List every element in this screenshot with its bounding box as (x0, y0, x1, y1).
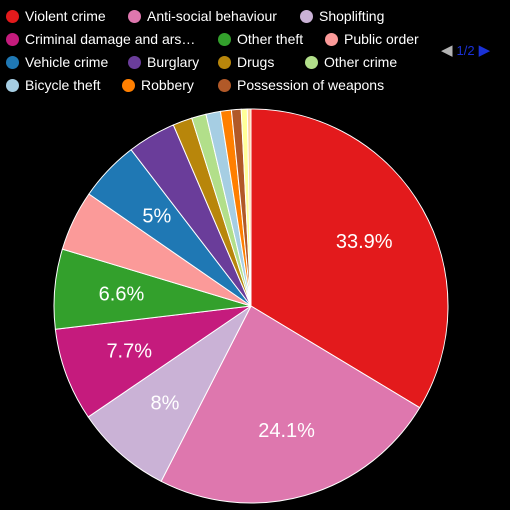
legend-swatch (6, 78, 19, 92)
legend-label: Violent crime (25, 8, 106, 24)
legend-label: Possession of weapons (237, 77, 385, 93)
chart-legend: Violent crime Anti-social behaviour Shopli… (0, 0, 510, 100)
legend-label: Bicycle theft (25, 77, 101, 93)
legend-label: Vehicle crime (25, 54, 109, 70)
legend-swatch (325, 32, 338, 46)
slice-data-label: 5% (142, 205, 171, 227)
legend-swatch (218, 78, 231, 92)
legend-swatch (218, 55, 231, 69)
legend-label: Robbery (141, 77, 194, 93)
legend-item[interactable]: Violent crime (6, 8, 106, 24)
legend-label: Shoplifting (319, 8, 385, 24)
legend-item[interactable]: Drugs (218, 54, 274, 70)
legend-item[interactable]: Criminal damage and ars… (6, 31, 195, 47)
legend-swatch (128, 55, 141, 69)
legend-pager: ◀ 1/2 ▶ (441, 41, 490, 59)
legend-item[interactable]: Burglary (128, 54, 199, 70)
legend-swatch (6, 32, 19, 46)
legend-label: Other crime (324, 54, 398, 70)
legend-label: Drugs (237, 54, 275, 70)
legend-item[interactable]: Bicycle theft (6, 77, 100, 93)
legend-swatch (300, 9, 313, 23)
legend-label: Other theft (237, 31, 304, 47)
slice-data-label: 6.6% (99, 284, 145, 306)
slice-data-label: 33.9% (336, 231, 393, 253)
pie-slice[interactable] (250, 108, 449, 409)
legend-page-indicator: 1/2 (456, 42, 475, 58)
legend-label: Public order (344, 31, 419, 47)
slice-data-label: 7.7% (106, 341, 152, 363)
legend-swatch (122, 78, 135, 92)
legend-swatch (305, 55, 318, 69)
legend-item[interactable]: Vehicle crime (6, 54, 108, 70)
legend-swatch (6, 9, 19, 23)
legend-label: Criminal damage and ars… (25, 31, 196, 47)
legend-item[interactable]: Public order (325, 31, 419, 47)
pie-slice[interactable] (246, 108, 252, 307)
pie-slice[interactable] (54, 305, 252, 418)
legend-label: Burglary (147, 54, 200, 70)
legend-item[interactable]: Robbery (122, 77, 194, 93)
slice-data-label: 24.1% (258, 420, 315, 442)
pie-slice[interactable] (87, 305, 252, 482)
legend-swatch (6, 55, 19, 69)
legend-item[interactable]: Shoplifting (300, 8, 384, 24)
slice-data-label: 8% (151, 392, 180, 414)
legend-item[interactable]: Other theft (218, 31, 303, 47)
triangle-left-icon[interactable]: ◀ (441, 42, 453, 59)
triangle-right-icon[interactable]: ▶ (478, 42, 491, 59)
legend-swatch (218, 32, 231, 46)
legend-swatch (128, 9, 141, 23)
legend-item[interactable]: Other crime (305, 54, 397, 70)
legend-label: Anti-social behaviour (147, 8, 277, 24)
legend-item[interactable]: Anti-social behaviour (128, 8, 277, 24)
legend-item[interactable]: Possession of weapons (218, 77, 384, 93)
